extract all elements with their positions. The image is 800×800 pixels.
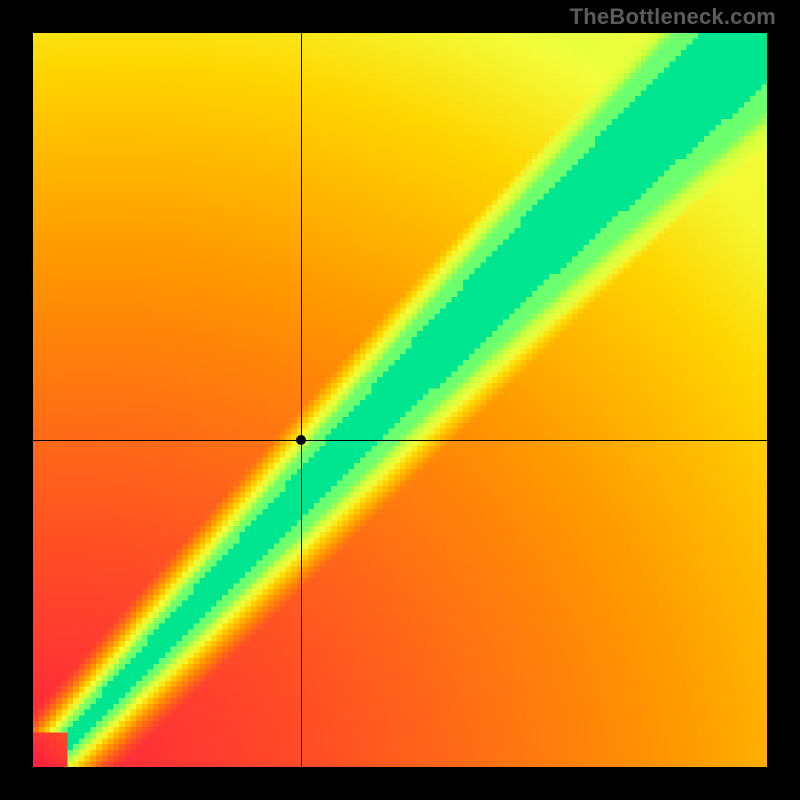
crosshair-horizontal <box>33 440 767 441</box>
chart-frame: TheBottleneck.com <box>0 0 800 800</box>
crosshair-vertical <box>301 33 302 767</box>
data-point <box>296 435 306 445</box>
heatmap-canvas <box>33 33 767 767</box>
attribution-text: TheBottleneck.com <box>570 4 776 30</box>
plot-area <box>33 33 767 767</box>
